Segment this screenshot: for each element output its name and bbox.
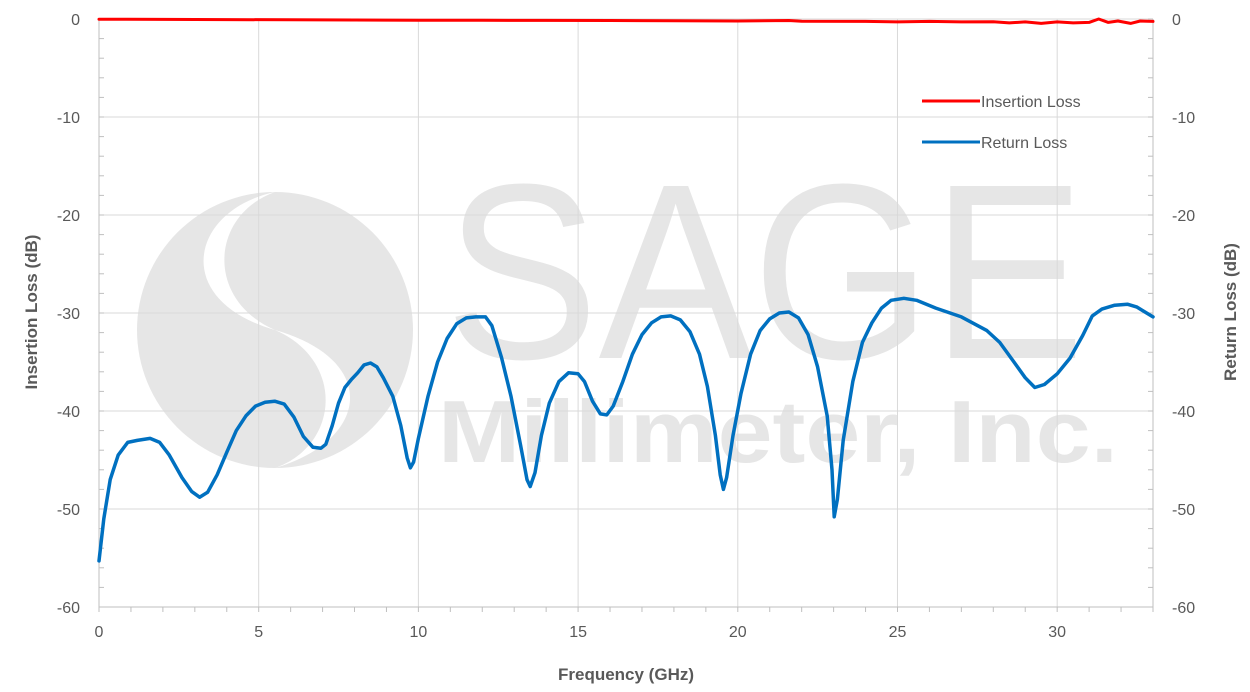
y-tick-label-right: -30 — [1172, 306, 1195, 323]
x-tick-label: 0 — [95, 624, 104, 641]
legend-label-insertion-loss: Insertion Loss — [981, 94, 1081, 111]
x-tick-label: 15 — [569, 624, 587, 641]
watermark: SAGE Millimeter, Inc. — [137, 132, 1118, 481]
x-axis-title: Frequency (GHz) — [558, 665, 694, 684]
y-tick-label-left: -40 — [57, 404, 80, 421]
watermark-line2: Millimeter, Inc. — [438, 382, 1118, 481]
x-tick-label: 5 — [254, 624, 263, 641]
series-line-return-loss — [97, 296, 1155, 563]
y-tick-label-right: -40 — [1172, 404, 1195, 421]
watermark-line1: SAGE — [445, 132, 1085, 411]
axes: 0 5 10 15 20 25 30 0 0 -10 -10 -20 -20 -30 -30 -40 -40 -5… — [57, 12, 1195, 641]
y-tick-label-right: -20 — [1172, 208, 1195, 225]
legend: Insertion Loss Return Loss — [922, 94, 1081, 152]
y-axis-title-right: Return Loss (dB) — [1221, 243, 1240, 381]
y-tick-label-left: 0 — [71, 12, 80, 29]
series-layer — [97, 17, 1155, 563]
y-axis-title-left: Insertion Loss (dB) — [22, 235, 41, 390]
x-tick-label: 10 — [409, 624, 427, 641]
y-tick-label-right: -50 — [1172, 502, 1195, 519]
y-tick-label-left: -10 — [57, 110, 80, 127]
watermark-logo — [137, 192, 413, 468]
series-line-insertion-loss — [97, 17, 1155, 25]
y-tick-label-left: -50 — [57, 502, 80, 519]
y-tick-label-right: 0 — [1172, 12, 1181, 29]
x-tick-label: 25 — [889, 624, 907, 641]
y-tick-label-left: -60 — [57, 600, 80, 617]
grid — [98, 18, 1153, 608]
x-tick-label: 30 — [1048, 624, 1066, 641]
y-tick-label-right: -10 — [1172, 110, 1195, 127]
y-tick-label-right: -60 — [1172, 600, 1195, 617]
legend-label-return-loss: Return Loss — [981, 135, 1067, 152]
y-tick-label-left: -30 — [57, 306, 80, 323]
y-tick-label-left: -20 — [57, 208, 80, 225]
x-tick-label: 20 — [729, 624, 747, 641]
